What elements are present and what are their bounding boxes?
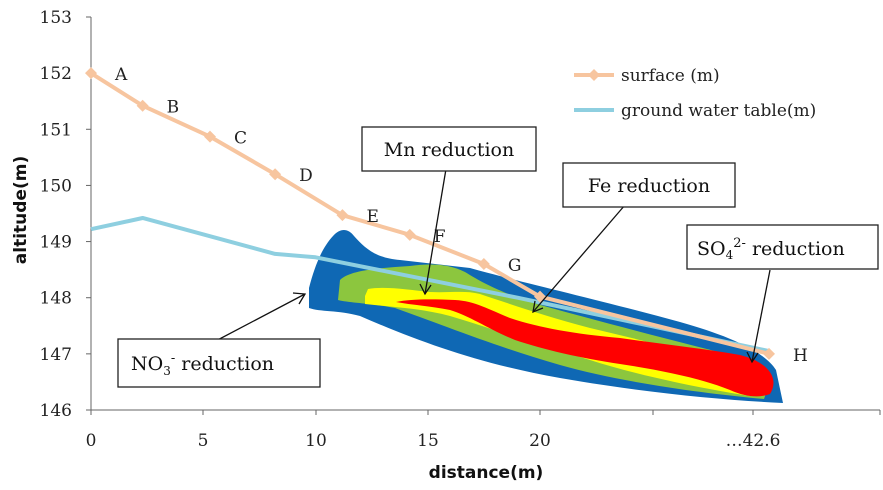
- annotation-fe: Fe reduction: [562, 162, 736, 208]
- surface-point-label: F: [434, 227, 446, 247]
- annotation-mn-text: Mn reduction: [384, 139, 515, 161]
- legend-item-groundwater: ground water table(m): [574, 101, 816, 121]
- x-ticks: 0 5 10 15 20 …42.6: [86, 410, 881, 451]
- annotation-no3: NO3- reduction: [117, 338, 321, 388]
- legend-surface-marker: [588, 69, 600, 81]
- arrow-no3-head: [292, 292, 307, 305]
- x-tick-label: 20: [529, 431, 551, 451]
- y-tick-label: 146: [40, 401, 72, 421]
- annotation-no3-text: NO3- reduction: [131, 351, 274, 378]
- arrow-no3: [209, 293, 306, 345]
- annotation-so4: SO42- reduction: [686, 224, 879, 270]
- surface-point-marker: [763, 347, 775, 360]
- y-tick-label: 149: [40, 233, 72, 253]
- legend-groundwater-label: ground water table(m): [621, 101, 816, 121]
- reduction-zones: [309, 230, 783, 403]
- x-tick-label: 15: [417, 431, 439, 451]
- legend-item-surface: surface (m): [574, 66, 720, 86]
- surface-point-label: E: [366, 207, 378, 227]
- annotation-so4-sup: 2-: [733, 236, 746, 251]
- surface-point-marker: [269, 168, 282, 181]
- surface-point-label: B: [167, 98, 180, 118]
- annotation-so4-text: SO42- reduction: [697, 236, 845, 262]
- surface-point-label: A: [114, 65, 128, 85]
- zone-so4-reduction: [396, 299, 774, 397]
- annotation-no3-suffix: reduction: [175, 353, 274, 375]
- y-tick-label: 152: [40, 64, 72, 84]
- annotation-no3-sup: -: [171, 351, 175, 366]
- surface-point-label: D: [299, 166, 313, 186]
- annotation-no3-prefix: NO: [131, 353, 163, 375]
- arrow-fe: [532, 204, 626, 313]
- annotation-so4-suffix: reduction: [746, 238, 845, 260]
- surface-point-marker: [336, 209, 349, 222]
- legend: surface (m) ground water table(m): [574, 66, 816, 121]
- annotation-fe-text: Fe reduction: [588, 175, 710, 197]
- annotation-mn-box: [361, 126, 537, 172]
- x-tick-label: 5: [198, 431, 209, 451]
- surface-point-marker: [136, 99, 149, 112]
- annotation-no3-box: [117, 338, 321, 388]
- y-tick-label: 153: [40, 8, 72, 28]
- y-tick-label: 151: [40, 120, 72, 140]
- arrow-mn: [424, 168, 447, 295]
- y-tick-label: 147: [40, 345, 72, 365]
- annotation-fe-box: [562, 162, 736, 208]
- axes: [90, 17, 880, 411]
- annotation-mn: Mn reduction: [361, 126, 537, 172]
- surface-point-label: C: [234, 129, 247, 149]
- y-ticks: 146 147 148 149 150 151 152 153: [40, 8, 91, 421]
- y-tick-label: 148: [40, 289, 72, 309]
- annotation-no3-sub: 3: [163, 364, 171, 378]
- x-tick-label: 10: [305, 431, 327, 451]
- arrow-so4: [751, 269, 771, 363]
- x-axis-title: distance(m): [429, 463, 544, 483]
- y-tick-label: 150: [40, 176, 72, 196]
- surface-point-label: H: [793, 346, 808, 366]
- groundwater-line: [90, 215, 770, 354]
- annotation-so4-box: [686, 224, 879, 270]
- surface-point-marker: [203, 130, 216, 143]
- x-tick-label: …42.6: [726, 431, 781, 451]
- y-axis-title: altitude(m): [11, 156, 31, 264]
- annotation-arrows: [209, 168, 771, 364]
- arrow-fe-head: [532, 300, 544, 314]
- annotation-so4-sub: 4: [726, 248, 734, 262]
- surface-point-marker: [477, 258, 490, 271]
- series-layer: A B C D E F G H: [85, 65, 808, 366]
- legend-surface-label: surface (m): [621, 66, 720, 86]
- surface-point-label: G: [508, 256, 522, 276]
- surface-point-marker: [85, 67, 97, 80]
- annotation-so4-prefix: SO: [697, 238, 726, 260]
- arrow-so4-head: [746, 351, 759, 364]
- x-tick-label: 0: [86, 431, 97, 451]
- surface-point-marker: [403, 228, 416, 241]
- arrow-mn-head: [419, 283, 432, 296]
